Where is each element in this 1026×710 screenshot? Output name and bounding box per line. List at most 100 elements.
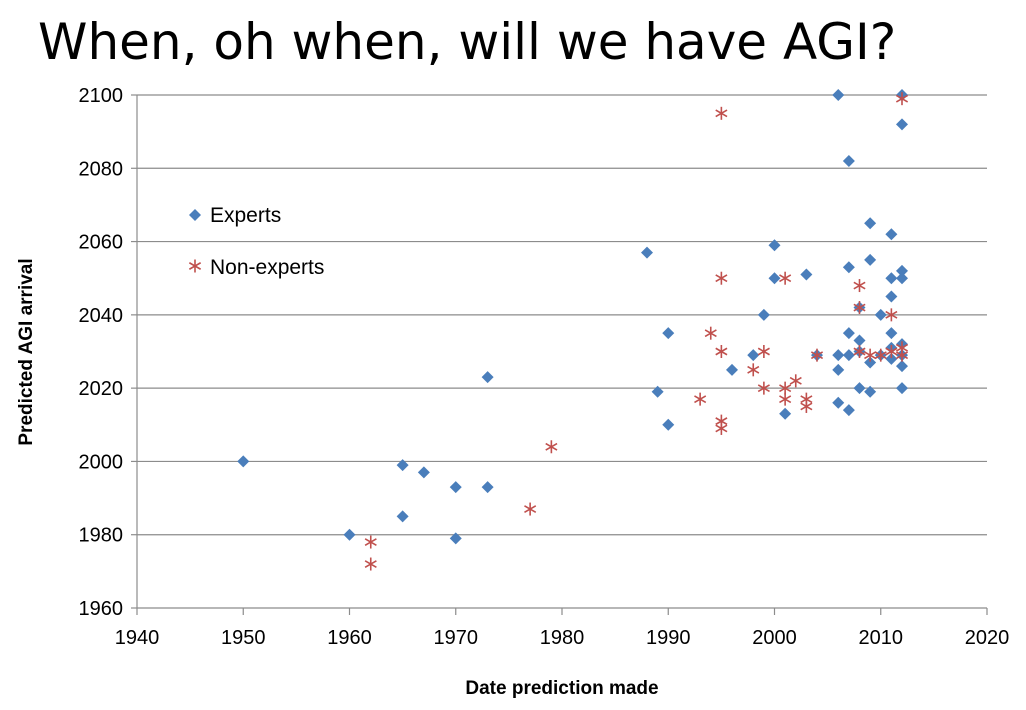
data-point-expert bbox=[864, 217, 877, 230]
x-tick-labels: 1940 1950 1960 1970 1980 1990 2000 2010 2020 bbox=[115, 627, 1010, 649]
data-point-non-expert bbox=[853, 301, 866, 315]
data-point-non-expert bbox=[757, 345, 770, 358]
data-point-expert bbox=[832, 349, 845, 362]
data-point-expert bbox=[343, 528, 356, 541]
legend-item-experts: Experts bbox=[189, 204, 281, 227]
data-point-non-expert bbox=[853, 279, 866, 293]
data-point-expert bbox=[641, 246, 653, 259]
data-point-non-expert bbox=[895, 348, 909, 362]
data-point-expert bbox=[417, 466, 430, 479]
data-point-non-expert bbox=[853, 345, 866, 358]
data-point-non-expert bbox=[747, 363, 760, 377]
data-point-expert bbox=[885, 290, 898, 303]
data-point-expert bbox=[864, 356, 877, 369]
data-point-non-expert bbox=[715, 421, 728, 435]
legend: Experts Non-experts bbox=[188, 204, 324, 279]
data-point-expert bbox=[885, 228, 898, 241]
data-point-non-expert bbox=[885, 308, 898, 322]
data-point-non-expert bbox=[704, 326, 717, 340]
data-point-non-expert bbox=[895, 92, 909, 106]
y-tick-label: 2000 bbox=[79, 451, 124, 473]
data-point-expert bbox=[864, 385, 877, 398]
y-axis-title: Predicted AGI arrival bbox=[16, 258, 37, 445]
data-point-expert bbox=[449, 532, 462, 545]
data-point-expert bbox=[747, 349, 760, 362]
x-axis-title: Date prediction made bbox=[465, 678, 658, 699]
x-tick-label: 1950 bbox=[221, 627, 266, 649]
data-point-expert bbox=[842, 349, 855, 362]
legend-label-non-experts: Non-experts bbox=[210, 256, 324, 279]
data-point-expert bbox=[832, 89, 845, 101]
data-point-expert bbox=[885, 327, 898, 340]
legend-asterisk-marker bbox=[188, 259, 202, 273]
data-point-non-expert bbox=[800, 399, 813, 413]
series-non-experts bbox=[364, 92, 909, 571]
data-point-expert bbox=[864, 253, 877, 266]
x-tick-label: 1990 bbox=[646, 627, 691, 649]
data-point-expert bbox=[726, 363, 738, 376]
data-point-expert bbox=[768, 272, 781, 285]
data-point-expert bbox=[896, 272, 908, 285]
data-point-expert bbox=[885, 352, 898, 365]
data-point-expert bbox=[885, 272, 898, 285]
data-point-expert bbox=[832, 363, 845, 376]
data-point-expert bbox=[842, 327, 855, 340]
data-point-non-expert bbox=[779, 392, 792, 406]
legend-marker-non-experts bbox=[188, 259, 202, 273]
y-tick-labels: 1960 1980 2000 2020 2040 2060 2080 2100 bbox=[79, 85, 124, 620]
legend-item-non-experts: Non-experts bbox=[188, 256, 324, 279]
data-point-expert bbox=[449, 481, 462, 494]
y-tick-label: 2040 bbox=[79, 305, 124, 327]
data-point-expert bbox=[757, 308, 770, 321]
data-point-non-expert bbox=[810, 348, 824, 362]
data-point-non-expert bbox=[364, 535, 377, 549]
axes bbox=[131, 94, 988, 615]
y-tick-label: 1980 bbox=[79, 525, 124, 547]
x-tick-label: 1980 bbox=[540, 627, 585, 649]
data-point-non-expert bbox=[545, 440, 558, 454]
data-point-non-expert bbox=[864, 348, 877, 362]
data-point-expert bbox=[896, 118, 908, 131]
data-point-non-expert bbox=[715, 345, 728, 358]
data-point-expert bbox=[842, 154, 855, 167]
data-point-expert bbox=[874, 308, 887, 321]
data-point-expert bbox=[896, 382, 908, 395]
data-point-expert bbox=[800, 268, 813, 281]
data-point-non-expert bbox=[779, 271, 792, 285]
data-point-non-expert bbox=[757, 381, 770, 395]
x-tick-label: 1970 bbox=[434, 627, 479, 649]
data-point-non-expert bbox=[694, 392, 707, 406]
data-point-expert bbox=[396, 459, 409, 472]
y-tick-label: 2020 bbox=[79, 378, 124, 400]
legend-label-experts: Experts bbox=[210, 204, 281, 227]
data-point-expert bbox=[842, 261, 855, 274]
y-tick-label: 1960 bbox=[79, 598, 124, 620]
data-point-expert bbox=[481, 481, 494, 494]
data-point-non-expert bbox=[715, 106, 728, 120]
gridlines bbox=[137, 94, 987, 536]
data-point-non-expert bbox=[779, 381, 792, 395]
x-tick-label: 1940 bbox=[115, 627, 160, 649]
data-point-expert bbox=[842, 404, 855, 417]
data-point-expert bbox=[853, 334, 866, 347]
x-tick-label: 1960 bbox=[327, 627, 372, 649]
data-point-expert bbox=[651, 385, 664, 398]
data-point-expert bbox=[896, 264, 908, 277]
y-tick-label: 2080 bbox=[79, 158, 124, 180]
data-point-expert bbox=[396, 510, 409, 523]
legend-diamond-marker bbox=[189, 209, 201, 221]
data-point-expert bbox=[896, 360, 908, 373]
data-point-expert bbox=[832, 396, 845, 409]
data-point-expert bbox=[237, 455, 250, 468]
y-tick-label: 2060 bbox=[79, 232, 124, 254]
data-point-expert bbox=[853, 382, 866, 395]
data-point-non-expert bbox=[885, 345, 898, 358]
x-tick-label: 2020 bbox=[965, 627, 1010, 649]
data-point-non-expert bbox=[524, 502, 537, 516]
data-point-expert bbox=[662, 327, 675, 340]
data-point-expert bbox=[779, 407, 792, 420]
data-point-non-expert bbox=[874, 348, 887, 362]
x-tick-label: 2000 bbox=[752, 627, 797, 649]
data-point-non-expert bbox=[715, 271, 728, 285]
